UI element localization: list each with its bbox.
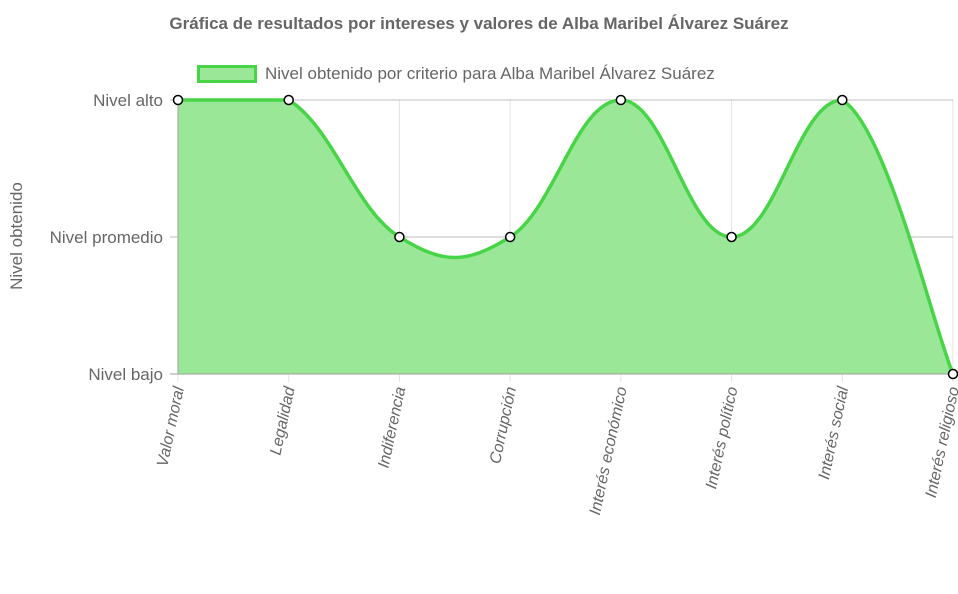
- data-point: [172, 94, 184, 106]
- data-point: [283, 94, 294, 106]
- data-point: [837, 94, 848, 106]
- data-point: [504, 231, 516, 243]
- x-tick-label: Valor moral: [154, 385, 188, 468]
- data-point: [615, 94, 627, 106]
- data-points: [172, 94, 958, 380]
- legend-label: Nivel obtenido por criterio para Alba Ma…: [265, 64, 715, 83]
- data-point: [394, 231, 405, 243]
- chart-legend[interactable]: Nivel obtenido por criterio para Alba Ma…: [197, 64, 715, 84]
- x-tick-label: Legalidad: [268, 384, 299, 456]
- data-point: [726, 231, 737, 243]
- x-tick-label: Interés religioso: [923, 385, 958, 499]
- x-tick-label: Corrupción: [487, 385, 520, 465]
- series-area: [178, 100, 953, 374]
- y-axis-label: Nivel obtenido: [7, 182, 26, 290]
- x-tick-label: Indiferencia: [376, 385, 410, 470]
- y-tick-label: Nivel promedio: [50, 228, 163, 247]
- x-tick-label: Interés social: [816, 385, 852, 481]
- chart-title: Gráfica de resultados por intereses y va…: [169, 14, 789, 33]
- legend-swatch: [197, 65, 257, 83]
- y-tick-label: Nivel alto: [93, 91, 163, 110]
- x-tick-label: Interés político: [703, 385, 741, 490]
- data-point: [947, 368, 958, 380]
- x-tick-label: Interés económico: [587, 385, 631, 517]
- y-tick-label: Nivel bajo: [88, 365, 163, 384]
- axes: [170, 100, 953, 375]
